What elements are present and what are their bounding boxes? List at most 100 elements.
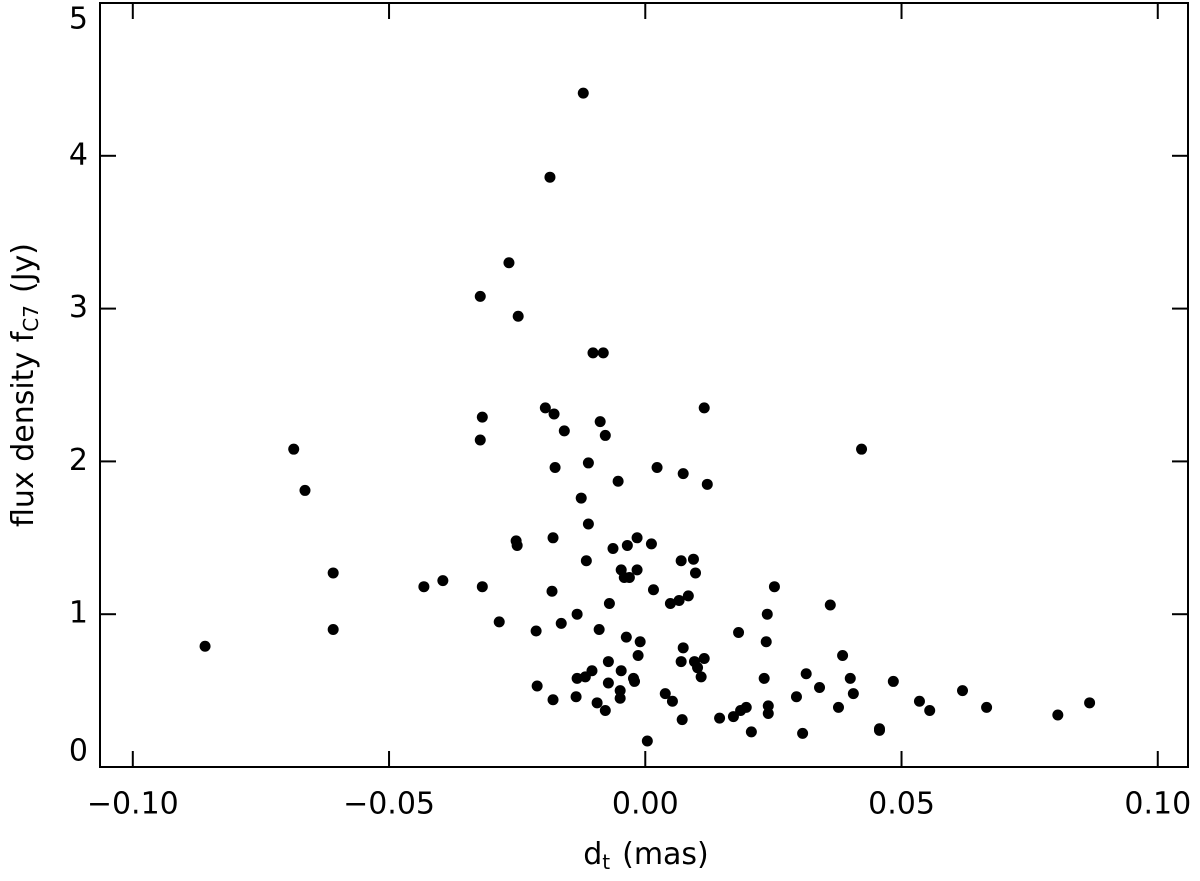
point	[580, 555, 592, 567]
point	[701, 478, 713, 490]
y-tick-label: 5	[69, 2, 88, 37]
y-label-unit: (Jy)	[6, 243, 41, 293]
x-tick-label: 0.10	[1124, 787, 1191, 822]
y-tick-label: 1	[69, 596, 88, 631]
point	[873, 724, 885, 736]
point	[614, 692, 626, 704]
point	[629, 675, 641, 687]
point	[575, 492, 587, 504]
point	[664, 598, 676, 610]
x-label-main: d	[583, 837, 602, 872]
point	[546, 585, 558, 597]
point	[437, 575, 449, 587]
point	[476, 411, 488, 423]
x-tick-label: −0.05	[343, 787, 435, 822]
point	[614, 685, 626, 697]
point	[634, 636, 646, 648]
point	[687, 553, 699, 565]
point	[832, 701, 844, 713]
y-tick-label: 0	[69, 734, 88, 769]
point	[603, 598, 615, 610]
point	[677, 642, 689, 654]
y-label-sub: C7	[19, 305, 43, 332]
point	[418, 581, 430, 593]
point	[615, 665, 627, 677]
point	[675, 656, 687, 668]
point	[549, 462, 561, 474]
point	[547, 532, 559, 544]
point	[539, 402, 551, 414]
point	[856, 443, 868, 455]
y-tick-label: 3	[69, 290, 88, 325]
point	[760, 636, 772, 648]
point	[597, 347, 609, 359]
x-tick-label: 0.00	[612, 787, 679, 822]
point	[299, 484, 311, 496]
point	[548, 408, 560, 420]
point	[761, 608, 773, 620]
point	[493, 616, 505, 628]
point	[582, 518, 594, 530]
point	[558, 425, 570, 437]
point	[577, 87, 589, 99]
point	[692, 662, 704, 674]
point	[621, 539, 633, 551]
point	[714, 712, 726, 724]
point	[631, 532, 643, 544]
point	[641, 735, 653, 747]
point	[698, 402, 710, 414]
x-label-sub: t	[602, 850, 610, 874]
point	[797, 727, 809, 739]
point	[981, 701, 993, 713]
point	[800, 668, 812, 680]
point	[913, 695, 925, 707]
point	[673, 594, 685, 606]
point	[824, 599, 836, 611]
point	[647, 584, 659, 596]
point	[666, 695, 678, 707]
point	[645, 538, 657, 550]
point	[695, 671, 707, 683]
point	[587, 347, 599, 359]
point	[571, 608, 583, 620]
point	[593, 623, 605, 635]
point	[530, 625, 542, 637]
point	[582, 457, 594, 469]
point	[547, 694, 559, 706]
point	[844, 672, 856, 684]
point	[511, 539, 523, 551]
point	[677, 468, 689, 480]
point	[675, 555, 687, 567]
point	[199, 640, 211, 652]
point	[758, 672, 770, 684]
point	[623, 572, 635, 584]
point	[768, 581, 780, 593]
x-axis-label: dt (mas)	[583, 837, 709, 874]
point	[474, 434, 486, 446]
point	[594, 416, 606, 428]
point	[762, 700, 774, 712]
point	[631, 564, 643, 576]
point	[620, 631, 632, 643]
point	[599, 704, 611, 716]
point	[698, 653, 710, 665]
point	[599, 429, 611, 441]
point	[570, 691, 582, 703]
point	[474, 290, 486, 302]
point	[586, 665, 598, 677]
point	[651, 462, 663, 474]
y-label-main: flux density f	[6, 330, 41, 527]
point	[555, 617, 567, 629]
point	[1052, 709, 1064, 721]
point	[512, 310, 524, 322]
point	[602, 677, 614, 689]
plot-frame	[99, 2, 1189, 768]
point	[503, 257, 515, 269]
point	[327, 567, 339, 579]
point	[612, 475, 624, 487]
point	[327, 623, 339, 635]
point	[740, 701, 752, 713]
point	[847, 688, 859, 700]
